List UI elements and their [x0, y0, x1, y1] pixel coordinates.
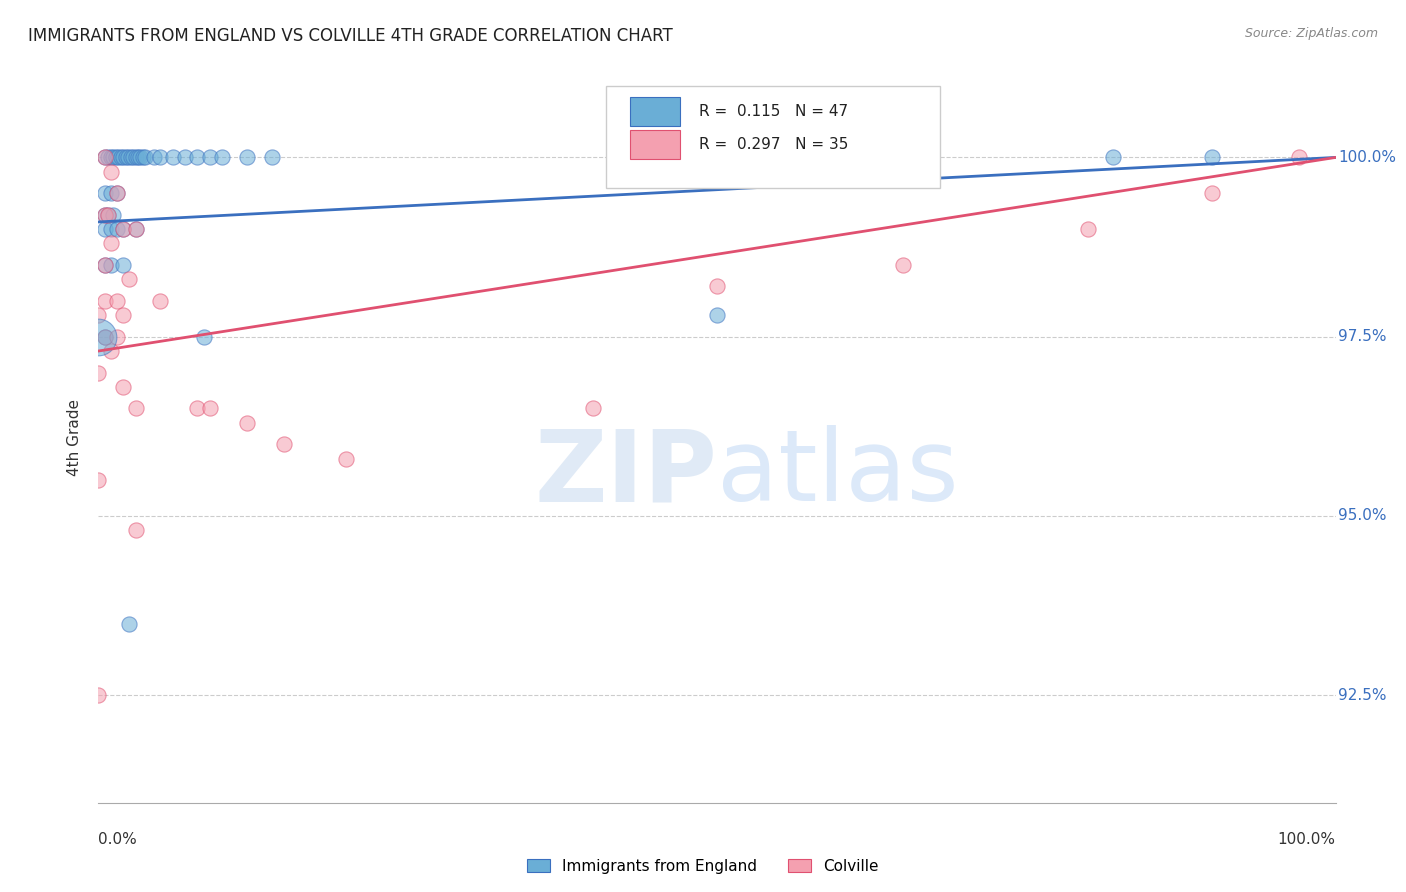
Text: ZIP: ZIP [534, 425, 717, 522]
Point [100, 236, 122, 251]
Point [236, 150, 259, 164]
Y-axis label: 4th Grade: 4th Grade [66, 399, 82, 475]
Point [93, 208, 115, 222]
Point [1077, 222, 1099, 236]
Text: 97.5%: 97.5% [1339, 329, 1386, 344]
Point [93, 258, 115, 272]
Text: 100.0%: 100.0% [1278, 832, 1336, 847]
Point [120, 150, 142, 164]
Point [1201, 186, 1223, 201]
Point [87, 308, 110, 322]
Point [124, 401, 146, 416]
Point [93, 329, 115, 343]
Point [149, 150, 172, 164]
Text: IMMIGRANTS FROM ENGLAND VS COLVILLE 4TH GRADE CORRELATION CHART: IMMIGRANTS FROM ENGLAND VS COLVILLE 4TH … [28, 27, 673, 45]
Point [93, 329, 115, 343]
Point [105, 186, 128, 201]
Point [87, 329, 110, 343]
Text: 92.5%: 92.5% [1339, 688, 1386, 703]
Point [93, 258, 115, 272]
Point [100, 344, 122, 359]
Point [260, 150, 283, 164]
Text: R =  0.115   N = 47: R = 0.115 N = 47 [699, 104, 848, 120]
Point [100, 165, 122, 179]
Point [93, 222, 115, 236]
Point [93, 186, 115, 201]
Point [105, 329, 128, 343]
Point [149, 293, 172, 308]
Point [134, 150, 156, 164]
Point [100, 186, 122, 201]
Point [100, 150, 122, 164]
Point [174, 150, 197, 164]
Point [87, 473, 110, 487]
Point [186, 401, 208, 416]
Point [124, 222, 146, 236]
Text: atlas: atlas [717, 425, 959, 522]
Point [124, 222, 146, 236]
Bar [630, 130, 681, 159]
Point [335, 451, 357, 466]
Point [124, 524, 146, 538]
Point [105, 186, 128, 201]
Text: 100.0%: 100.0% [1339, 150, 1396, 165]
Point [87, 366, 110, 380]
Point [97, 208, 120, 222]
Point [87, 688, 110, 702]
Point [110, 150, 132, 164]
Text: 0.0%: 0.0% [98, 832, 138, 847]
Point [582, 401, 605, 416]
Point [132, 150, 155, 164]
Point [105, 293, 128, 308]
Point [112, 380, 135, 394]
Point [706, 279, 728, 293]
Point [162, 150, 184, 164]
Text: R =  0.297   N = 35: R = 0.297 N = 35 [699, 137, 848, 152]
Point [706, 308, 728, 322]
Point [118, 616, 141, 631]
Point [891, 258, 914, 272]
Point [112, 222, 135, 236]
Point [112, 308, 135, 322]
Point [1288, 150, 1310, 164]
Point [117, 150, 139, 164]
Point [103, 208, 125, 222]
Point [273, 437, 295, 451]
Point [1201, 150, 1223, 164]
Point [122, 150, 145, 164]
Point [1102, 150, 1125, 164]
Point [93, 150, 115, 164]
Point [193, 329, 215, 343]
Point [112, 258, 135, 272]
Point [100, 222, 122, 236]
Point [112, 222, 135, 236]
Bar [630, 97, 681, 127]
Point [186, 150, 208, 164]
Point [198, 401, 221, 416]
Point [107, 150, 129, 164]
Point [97, 150, 120, 164]
Point [114, 150, 136, 164]
Point [211, 150, 233, 164]
Text: 95.0%: 95.0% [1339, 508, 1386, 524]
FancyBboxPatch shape [606, 86, 939, 188]
Point [93, 293, 115, 308]
Text: Source: ZipAtlas.com: Source: ZipAtlas.com [1244, 27, 1378, 40]
Point [112, 150, 135, 164]
Point [104, 150, 127, 164]
Point [105, 222, 128, 236]
Point [93, 208, 115, 222]
Point [118, 272, 141, 286]
Point [124, 150, 146, 164]
Point [236, 416, 259, 430]
Point [143, 150, 166, 164]
Legend: Immigrants from England, Colville: Immigrants from England, Colville [522, 853, 884, 880]
Point [93, 150, 115, 164]
Point [97, 208, 120, 222]
Point [129, 150, 152, 164]
Point [100, 258, 122, 272]
Point [198, 150, 221, 164]
Point [127, 150, 149, 164]
Point [103, 150, 125, 164]
